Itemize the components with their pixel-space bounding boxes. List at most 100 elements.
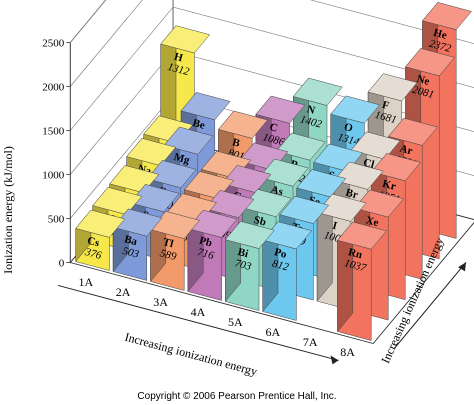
bar-value-label: 1312	[166, 61, 191, 78]
bar-symbol-label: Tl	[161, 236, 174, 250]
bar-symbol-label: Sb	[252, 214, 267, 229]
bars: He2372H1312Ne2081F1681O1314N1402C1086B80…	[75, 1, 472, 341]
bar-top-face	[160, 25, 211, 54]
y-tick-label: 500	[48, 214, 65, 226]
bar-symbol-label: C	[268, 121, 279, 135]
bar-symbol-label: Rn	[347, 246, 364, 261]
bar-top-face	[187, 209, 238, 238]
bar-top-face	[296, 169, 347, 198]
bar-top-face	[262, 221, 313, 250]
bar-symbol-label: Ne	[415, 73, 431, 88]
bar-value-label: 716	[196, 246, 216, 262]
bar-symbol-label: Cs	[86, 235, 102, 250]
y-tick-label: 1500	[42, 126, 65, 138]
bar-top-face	[255, 95, 306, 124]
bar-top-face	[354, 189, 404, 218]
bar-symbol-label: N	[305, 103, 316, 117]
bar-symbol-label: He	[432, 27, 448, 42]
bar-symbol-label: Bi	[236, 246, 249, 260]
bar-symbol-label: B	[231, 136, 242, 150]
gridline	[70, 6, 474, 131]
gridline	[70, 0, 107, 43]
bar-top-face	[371, 153, 421, 182]
x-arrowhead	[330, 355, 339, 365]
bar-symbol-label: I	[331, 220, 338, 233]
x-direction-arrow	[57, 284, 339, 361]
y-axis: Ionization energy (kJ/mol) 0 500 1000 1500 2…	[1, 38, 71, 274]
bar-top-face	[330, 95, 381, 124]
group-label-6A: 6A	[265, 325, 280, 339]
bar-top-face	[292, 77, 343, 106]
group-labels: 1A 2A 3A 4A 5A 6A 7A 8A	[78, 275, 355, 359]
y-tick-label: 2500	[42, 38, 65, 50]
bar-symbol-label: Pb	[198, 235, 214, 250]
group-label-3A: 3A	[153, 295, 168, 309]
y-tick-label: 0	[59, 258, 65, 270]
bar-top-face	[279, 195, 330, 224]
bar-symbol-label: H	[173, 51, 185, 65]
y-axis-label: Ionization energy (kJ/mol)	[1, 146, 15, 274]
bar-symbol-label: Po	[273, 246, 288, 261]
bar-top-face	[218, 110, 268, 139]
depth-direction-arrow	[394, 261, 467, 349]
bar-symbol-label: Mg	[172, 151, 191, 167]
bar-value-label: 503	[121, 245, 141, 261]
bar-value-label: 1314	[336, 131, 361, 148]
bar-value-label: 589	[159, 247, 179, 263]
bar-top-face	[126, 138, 177, 166]
bar-symbol-label: Ar	[398, 143, 414, 158]
bar-value-label: 703	[233, 257, 253, 273]
bar-top-face	[146, 160, 197, 189]
group-label-7A: 7A	[303, 335, 318, 349]
bar-value-label: 2081	[411, 84, 435, 101]
bar-top-face	[180, 92, 231, 121]
bar-value-label: 1037	[343, 257, 368, 274]
bar-top-face	[258, 158, 309, 187]
bar-top-face	[275, 132, 326, 161]
bar-symbol-label: Xe	[364, 214, 380, 229]
copyright-text: Copyright © 2006 Pearson Prentice Hall, …	[137, 391, 336, 402]
group-label-2A: 2A	[116, 285, 131, 299]
bar-symbol-label: F	[381, 99, 391, 112]
bar-top-face	[224, 221, 275, 249]
bar-top-face	[112, 208, 163, 237]
y-tick-label: 1000	[42, 170, 65, 182]
bar-top-face	[337, 221, 387, 250]
bar-top-face	[350, 131, 401, 160]
bar-value-label: 812	[271, 258, 291, 274]
bar-top-face	[388, 117, 438, 146]
bar-top-face	[129, 184, 180, 213]
bar-top-face	[241, 189, 292, 217]
gridline	[70, 0, 474, 87]
bar-top-face	[75, 209, 126, 238]
bar-top-face	[316, 193, 367, 222]
group-label-4A: 4A	[191, 305, 206, 319]
bar-value-label: 1681	[373, 109, 397, 126]
bar-top-face	[405, 48, 455, 77]
group-label-1A: 1A	[78, 275, 93, 289]
y-tick-label: 2000	[42, 82, 65, 94]
bar-value-label: 2372	[428, 38, 453, 55]
bar-symbol-label: O	[343, 121, 355, 135]
bar-value-label: 1402	[299, 113, 324, 130]
bar-value-label: 376	[83, 246, 103, 262]
bar-top-face	[422, 2, 472, 30]
x-axis-label: Increasing ionization energy	[123, 330, 258, 379]
bar-top-face	[92, 187, 143, 215]
bar-top-face	[333, 161, 384, 190]
bar-top-face	[221, 165, 272, 193]
bar-symbol-label: Kr	[381, 178, 397, 193]
bar-symbol-label: Br	[344, 187, 359, 202]
group-label-5A: 5A	[228, 315, 243, 329]
bar-top-face	[204, 190, 255, 218]
bar-top-face	[367, 73, 418, 102]
group-label-8A: 8A	[340, 345, 355, 359]
depth-arrowhead	[458, 262, 466, 272]
